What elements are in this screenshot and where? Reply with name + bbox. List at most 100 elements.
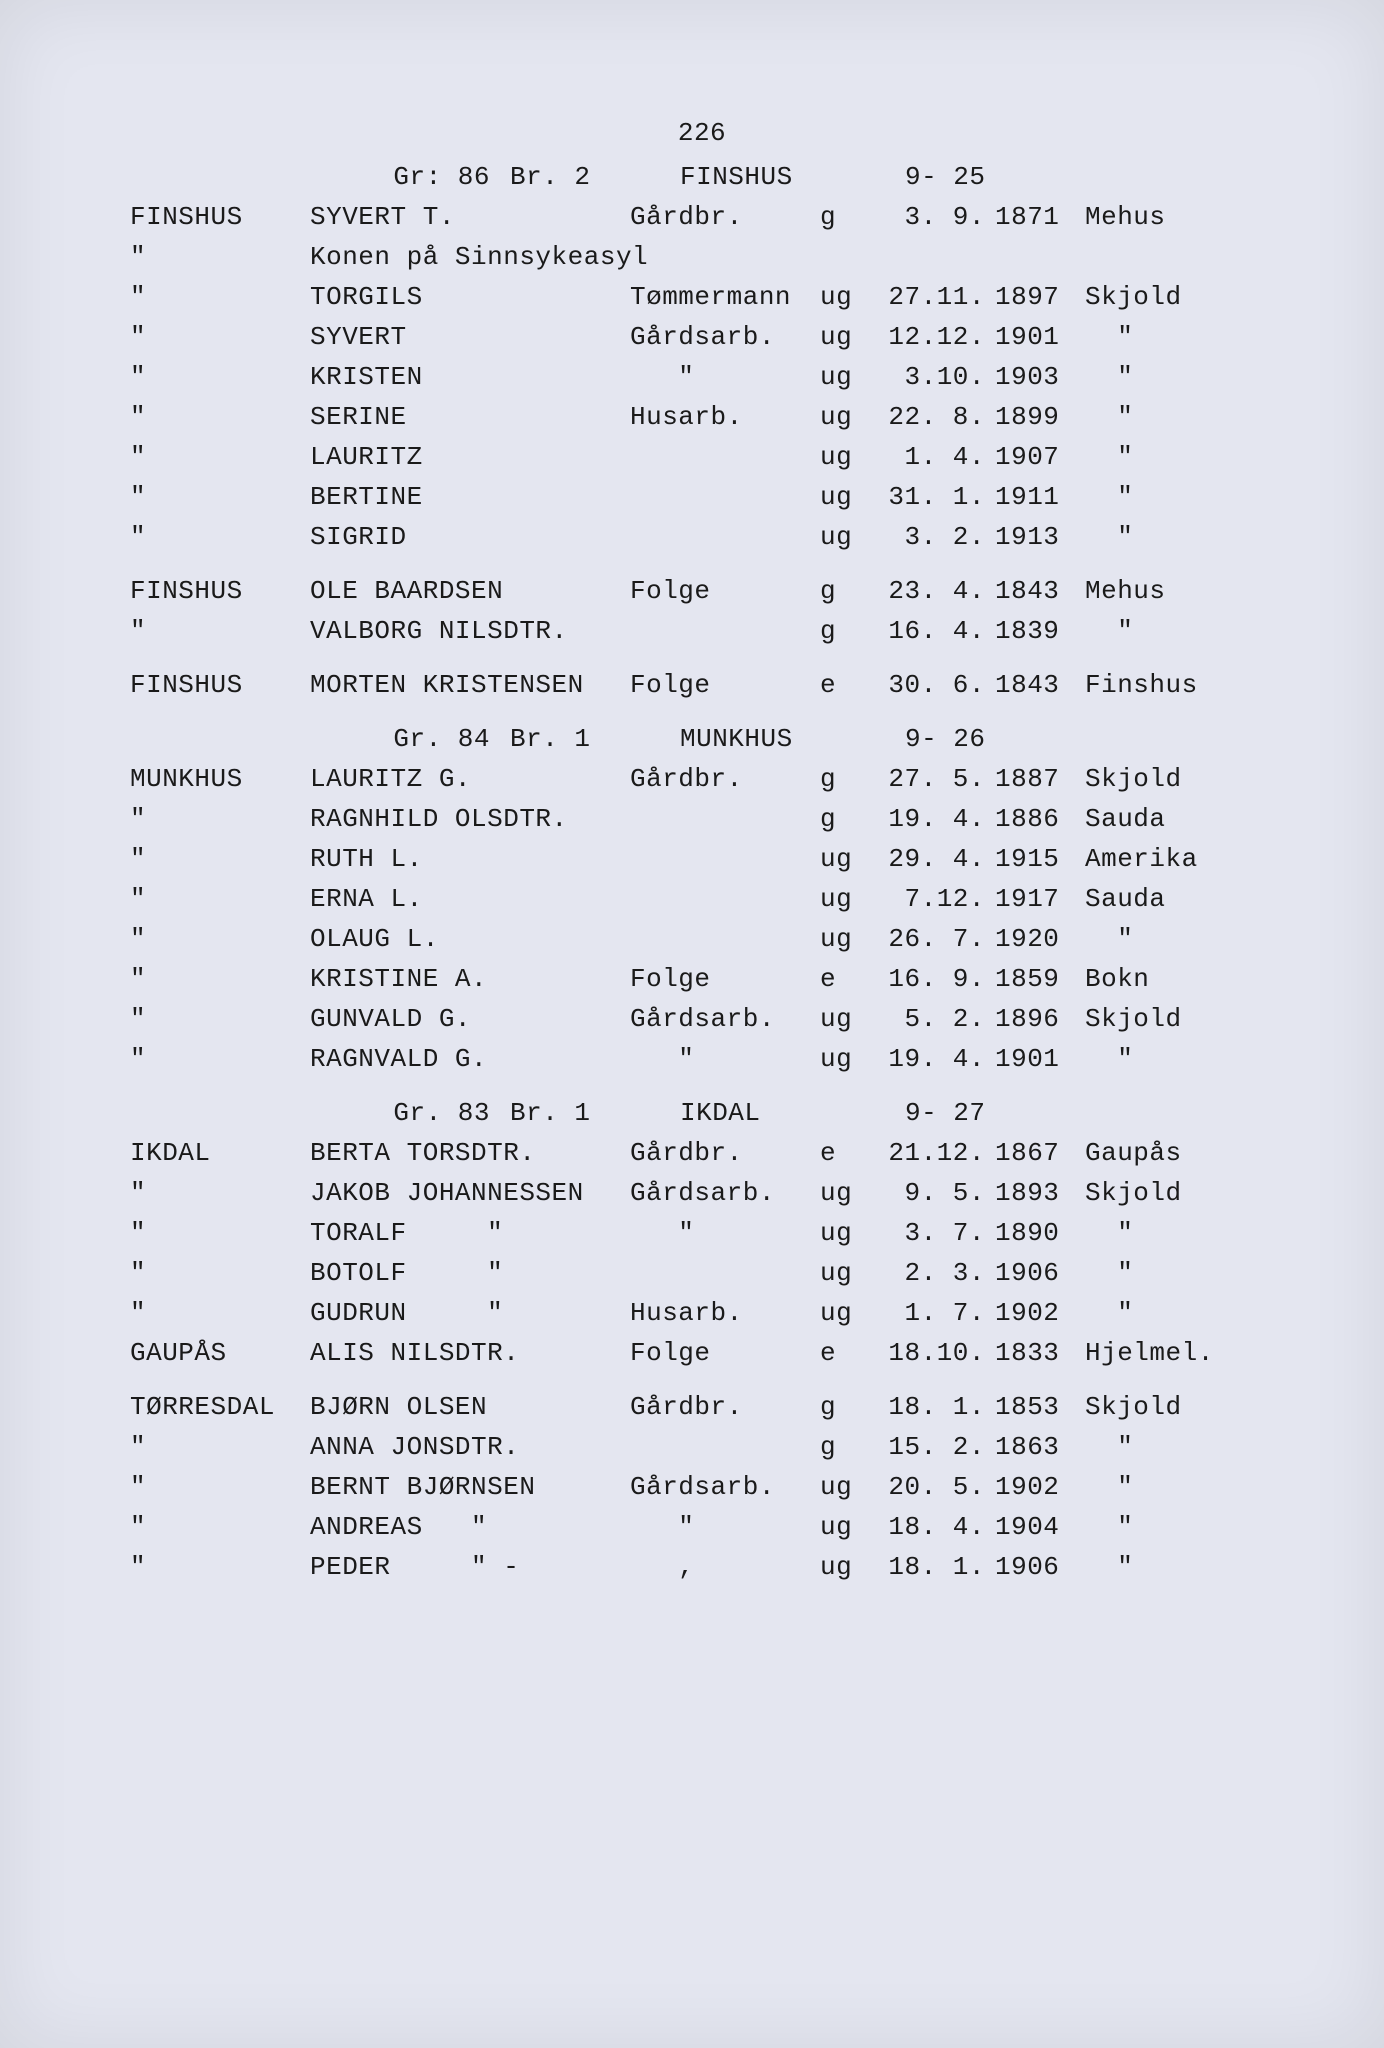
date-col [875,244,995,270]
date-col: 2. 3. [875,1260,995,1286]
record-row: FINSHUSMORTEN KRISTENSENFolgee30. 6.1843… [130,672,1274,698]
record-row: "RUTH L.ug29. 4.1915Amerika [130,846,1274,872]
year-col: 1887 [995,766,1085,792]
surname-col: " [130,524,310,550]
name-col: ANDREAS " [310,1514,630,1540]
name-col: GUNVALD G. [310,1006,630,1032]
date-col: 18. 1. [875,1554,995,1580]
date-col: 20. 5. [875,1474,995,1500]
status-col: ug [820,1006,875,1032]
occupation-col [630,886,820,912]
record-row: "ANNA JONSDTR.g15. 2.1863 " [130,1434,1274,1460]
occupation-col: Gårdsarb. [630,324,820,350]
date-col: 23. 4. [875,578,995,604]
name-col: GUDRUN " [310,1300,630,1326]
name-col: OLAUG L. [310,926,630,952]
date-col: 3. 9. [875,204,995,230]
surname-col: " [130,1180,310,1206]
name-col: BERTINE [310,484,630,510]
surname-col: " [130,284,310,310]
name-col: SERINE [310,404,630,430]
name-col: RUTH L. [310,846,630,872]
surname-col: " [130,966,310,992]
status-col: ug [820,846,875,872]
date-col: 1. 7. [875,1300,995,1326]
status-col: ug [820,444,875,470]
occupation-col: Gårdsarb. [630,1180,820,1206]
surname-col: " [130,1434,310,1460]
record-row: MUNKHUSLAURITZ G.Gårdbr.g27. 5.1887Skjol… [130,766,1274,792]
record-row: "GUDRUN "Husarb.ug1. 7.1902 " [130,1300,1274,1326]
date-col: 7.12. [875,886,995,912]
occupation-col: Folge [630,1340,820,1366]
name-col: TORGILS [310,284,630,310]
occupation-col [630,846,820,872]
surname-col: GAUPÅS [130,1340,310,1366]
year-col: 1906 [995,1554,1085,1580]
surname-col: " [130,886,310,912]
occupation-col: , [630,1554,820,1580]
name-col: Konen på Sinnsykeasyl [310,244,630,270]
occupation-col [630,444,820,470]
name-col: BERNT BJØRNSEN [310,1474,630,1500]
year-col: 1843 [995,578,1085,604]
name-col: LAURITZ G. [310,766,630,792]
place-col [1085,244,1274,270]
date-col: 9. 5. [875,1180,995,1206]
status-col: ug [820,284,875,310]
surname-col: " [130,244,310,270]
status-col: ug [820,364,875,390]
name-col: MORTEN KRISTENSEN [310,672,630,698]
surname-col: TØRRESDAL [130,1394,310,1420]
status-col: g [820,618,875,644]
occupation-col: Gårdsarb. [630,1474,820,1500]
record-row: "GUNVALD G.Gårdsarb.ug5. 2.1896Skjold [130,1006,1274,1032]
year-col: 1893 [995,1180,1085,1206]
place-col: " [1085,1046,1274,1072]
surname-col: " [130,1300,310,1326]
header-gr: Gr. 83 [130,1100,510,1126]
occupation-col: Folge [630,966,820,992]
place-col: " [1085,1514,1274,1540]
year-col: 1920 [995,926,1085,952]
surname-col: " [130,926,310,952]
status-col: g [820,806,875,832]
record-row: TØRRESDALBJØRN OLSENGårdbr.g18. 1.1853Sk… [130,1394,1274,1420]
status-col: e [820,672,875,698]
record-row: "TORGILSTømmermannug27.11.1897Skjold [130,284,1274,310]
year-col: 1833 [995,1340,1085,1366]
year-col: 1915 [995,846,1085,872]
record-row: GAUPÅSALIS NILSDTR.Folgee18.10.1833Hjelm… [130,1340,1274,1366]
year-col: 1902 [995,1474,1085,1500]
name-col: ANNA JONSDTR. [310,1434,630,1460]
date-col: 19. 4. [875,1046,995,1072]
date-col: 27. 5. [875,766,995,792]
place-col: Mehus [1085,578,1274,604]
occupation-col [630,524,820,550]
occupation-col: " [630,1220,820,1246]
place-col: Hjelmel. [1085,1340,1274,1366]
header-br: Br. 2 [510,164,680,190]
record-row: FINSHUSSYVERT T.Gårdbr.g3. 9.1871Mehus [130,204,1274,230]
occupation-col: Gårdbr. [630,766,820,792]
year-col: 1863 [995,1434,1085,1460]
date-col: 3. 7. [875,1220,995,1246]
status-col: ug [820,1300,875,1326]
header-num: 9- 25 [905,164,1274,190]
status-col: ug [820,1220,875,1246]
surname-col: " [130,806,310,832]
occupation-col: " [630,1046,820,1072]
year-col: 1853 [995,1394,1085,1420]
surname-col: " [130,1474,310,1500]
record-row: IKDALBERTA TORSDTR.Gårdbr.e21.12.1867Gau… [130,1140,1274,1166]
date-col: 18.10. [875,1340,995,1366]
place-col: " [1085,324,1274,350]
record-row: "PEDER " - ,ug18. 1.1906 " [130,1554,1274,1580]
year-col: 1890 [995,1220,1085,1246]
name-col: ERNA L. [310,886,630,912]
header-num: 9- 27 [905,1100,1274,1126]
place-col: " [1085,1300,1274,1326]
occupation-col: Gårdbr. [630,1394,820,1420]
name-col: OLE BAARDSEN [310,578,630,604]
occupation-col: Husarb. [630,404,820,430]
